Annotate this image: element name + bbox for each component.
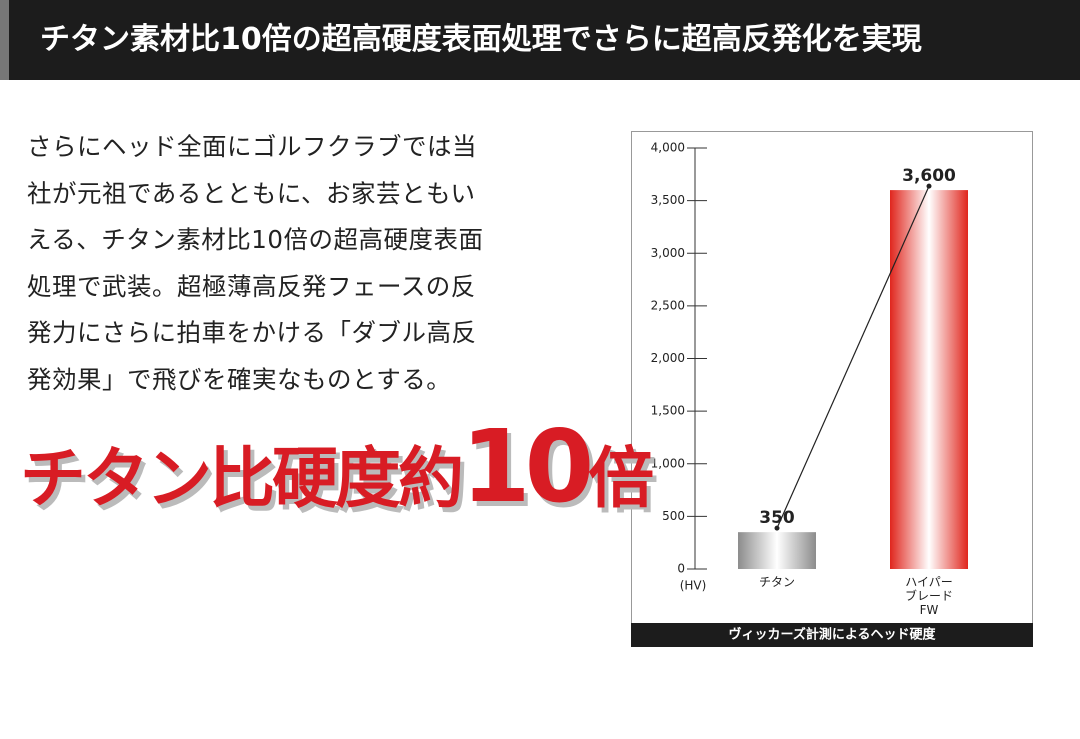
headline-text: 倍	[588, 440, 654, 517]
value-label: 350	[759, 508, 795, 528]
y-unit: (HV)	[680, 579, 707, 593]
headline-text: チタン比硬度約	[20, 440, 464, 517]
y-tick-label: 1,500	[651, 404, 685, 418]
connector-dot	[926, 183, 932, 189]
x-tick-label: チタン	[758, 575, 795, 589]
paragraph-line: 社が元祖であるとともに、お家芸ともい	[27, 178, 476, 208]
chart-caption: ヴィッカーズ計測によるヘッド硬度	[729, 627, 937, 643]
y-tick-label: 2,000	[651, 351, 685, 365]
header-accent	[0, 0, 9, 80]
y-tick-label: 3,000	[651, 246, 685, 260]
header-title: チタン素材比10倍の超高硬度表面処理でさらに超高反発化を実現	[40, 22, 922, 57]
bar	[890, 190, 968, 569]
value-label: 3,600	[902, 166, 956, 186]
paragraph-line: 発力にさらに拍車をかける「ダブル高反	[27, 318, 477, 347]
caption-bar	[631, 623, 1033, 647]
paragraph-line: える、チタン素材比10倍の超高硬度表面	[27, 225, 484, 254]
paragraph-line: 処理で武装。超極薄高反発フェースの反	[27, 271, 476, 301]
bar	[738, 532, 816, 569]
y-tick-label: 0	[677, 562, 685, 576]
header-bar	[0, 0, 1080, 80]
y-tick-label: 3,500	[651, 193, 685, 207]
paragraph-line: 発効果」で飛びを確実なものとする。	[27, 364, 452, 394]
connector-dot	[774, 525, 780, 531]
headline: チタン比硬度約10倍	[20, 408, 654, 525]
x-tick-label: ハイパー ブレード FW	[904, 575, 953, 617]
y-tick-label: 4,000	[651, 141, 685, 155]
y-tick-label: 1,000	[651, 456, 685, 470]
y-tick-label: 500	[662, 509, 685, 523]
y-tick-label: 2,500	[651, 298, 685, 312]
paragraph-line: さらにヘッド全面にゴルフクラブでは当	[27, 132, 477, 161]
headline-number: 10	[461, 408, 594, 525]
connector-line	[776, 185, 930, 529]
